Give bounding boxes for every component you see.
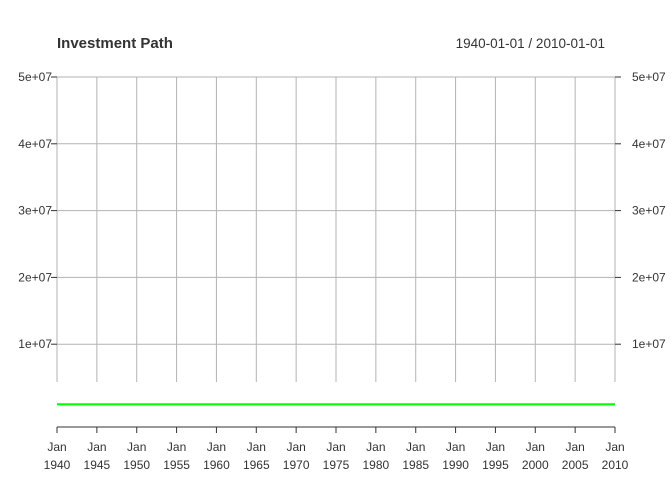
- x-tick-year: 1955: [163, 458, 190, 472]
- x-tick-year: 1985: [402, 458, 429, 472]
- y-tick-label-left: 3e+07: [18, 204, 52, 218]
- tick-labels: 1e+07 1e+07 2e+07 2e+07 3e+07 3e+07 4e+07 4e+07…: [18, 70, 666, 472]
- x-tick-month: Jan: [446, 440, 465, 454]
- x-tick-month: Jan: [565, 440, 584, 454]
- x-tick-year: 1960: [203, 458, 230, 472]
- x-tick-year: 1945: [84, 458, 111, 472]
- y-tick-label-left: 4e+07: [18, 137, 52, 151]
- x-tick-month: Jan: [87, 440, 106, 454]
- x-tick-month: Jan: [326, 440, 345, 454]
- y-tick-label-left: 1e+07: [18, 337, 52, 351]
- x-tick-year: 2000: [522, 458, 549, 472]
- y-tick-label-left: 5e+07: [18, 70, 52, 84]
- date-range: 1940-01-01 / 2010-01-01: [456, 36, 605, 51]
- x-tick-year: 2005: [562, 458, 589, 472]
- y-tick-label-right: 5e+07: [632, 70, 666, 84]
- y-tick-label-right: 3e+07: [632, 204, 666, 218]
- x-tick-month: Jan: [47, 440, 66, 454]
- x-tick-month: Jan: [127, 440, 146, 454]
- axes: [51, 76, 621, 433]
- x-tick-year: 1990: [442, 458, 469, 472]
- grid-lines: [56, 76, 616, 382]
- y-tick-label-right: 2e+07: [632, 270, 666, 284]
- x-tick-month: Jan: [167, 440, 186, 454]
- x-tick-year: 2010: [602, 458, 629, 472]
- x-tick-year: 1975: [323, 458, 350, 472]
- y-tick-label-right: 4e+07: [632, 137, 666, 151]
- x-tick-month: Jan: [286, 440, 305, 454]
- chart-title: Investment Path: [57, 35, 173, 52]
- x-tick-month: Jan: [366, 440, 385, 454]
- x-tick-month: Jan: [247, 440, 266, 454]
- x-tick-year: 1940: [44, 458, 71, 472]
- x-tick-month: Jan: [486, 440, 505, 454]
- x-tick-year: 1965: [243, 458, 270, 472]
- x-tick-month: Jan: [526, 440, 545, 454]
- y-tick-label-left: 2e+07: [18, 270, 52, 284]
- x-tick-month: Jan: [207, 440, 226, 454]
- x-tick-year: 1980: [362, 458, 389, 472]
- x-tick-month: Jan: [605, 440, 624, 454]
- x-tick-year: 1970: [283, 458, 310, 472]
- x-tick-year: 1950: [123, 458, 150, 472]
- x-tick-year: 1995: [482, 458, 509, 472]
- y-tick-label-right: 1e+07: [632, 337, 666, 351]
- x-tick-month: Jan: [406, 440, 425, 454]
